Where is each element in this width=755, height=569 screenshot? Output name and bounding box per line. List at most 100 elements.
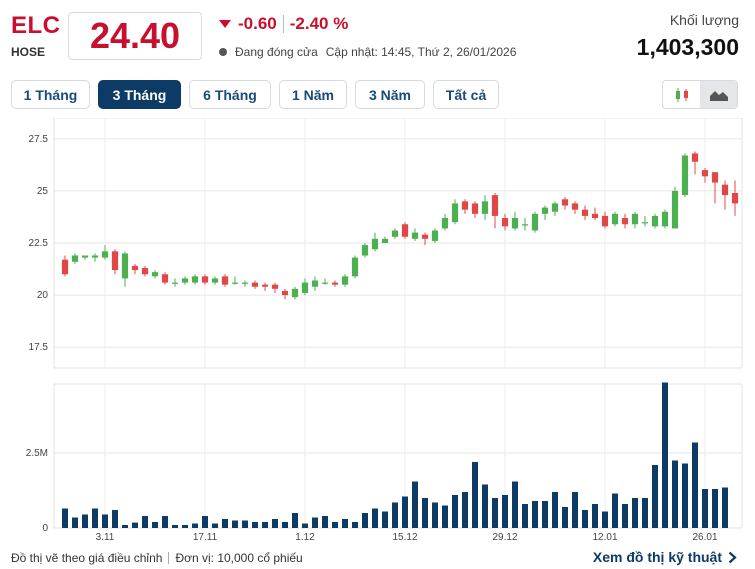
volume-bar: [552, 492, 558, 528]
candle: [341, 274, 349, 287]
volume-axis: 0 2.5M: [26, 448, 49, 534]
candle: [311, 276, 319, 291]
change-value: -0.60: [238, 14, 277, 33]
candle: [681, 153, 689, 198]
volume-bar: [242, 520, 248, 528]
candle: [91, 253, 99, 262]
candlestick-view-button[interactable]: [663, 81, 700, 108]
candle: [211, 276, 219, 285]
volume-bar: [252, 522, 258, 528]
volume-bar: [152, 522, 158, 528]
tab-6-months[interactable]: 6 Tháng: [189, 80, 271, 109]
volume-bar: [622, 504, 628, 528]
candle: [101, 245, 109, 260]
volume-bar: [82, 514, 88, 528]
candle: [251, 280, 259, 289]
candle: [731, 180, 739, 216]
date-tick-label: 12.01: [592, 532, 617, 543]
tab-1-month[interactable]: 1 Tháng: [11, 80, 90, 109]
volume-bar: [532, 501, 538, 528]
price-tick-label: 25: [37, 186, 49, 197]
tab-1-year[interactable]: 1 Năm: [279, 80, 347, 109]
candle: [581, 205, 589, 221]
candle: [131, 263, 139, 275]
candle: [531, 211, 539, 233]
candle: [661, 209, 669, 229]
candle: [81, 255, 89, 260]
candle: [221, 274, 229, 287]
technical-chart-link-label: Xem đồ thị kỹ thuật: [592, 549, 722, 565]
candle: [431, 228, 439, 243]
candle: [711, 172, 719, 204]
candle: [201, 274, 209, 285]
volume-bar: [562, 507, 568, 528]
candlestick-icon: [675, 87, 688, 102]
date-tick-label: 29.12: [492, 532, 517, 543]
volume-bar: [202, 516, 208, 528]
volume-bar: [162, 516, 168, 528]
candle: [141, 265, 149, 277]
volume-bar: [142, 516, 148, 528]
note-divider: [168, 552, 170, 564]
exchange-label: HOSE: [11, 45, 46, 59]
volume-bar: [592, 504, 598, 528]
volume-bar: [702, 489, 708, 528]
volume-bar: [362, 513, 368, 528]
date-tick-label: 15.12: [392, 532, 417, 543]
volume-bar: [402, 496, 408, 528]
volume-bar: [112, 510, 118, 528]
tab-all[interactable]: Tất cả: [433, 80, 499, 109]
volume-bar: [122, 525, 128, 528]
volume-bar: [502, 495, 508, 528]
volume-series: [62, 382, 728, 528]
update-time: Cập nhật: 14:45, Thứ 2, 26/01/2026: [325, 45, 517, 59]
candle: [501, 213, 509, 231]
area-chart-icon: [709, 90, 728, 101]
volume-bar: [672, 460, 678, 528]
candle: [461, 199, 469, 214]
tab-3-months[interactable]: 3 Tháng: [98, 80, 181, 109]
status-text: Đang đóng cửa: [235, 45, 318, 59]
candle: [381, 236, 389, 243]
chart-view-toggle: [662, 80, 738, 109]
area-view-button[interactable]: [700, 81, 737, 108]
volume-bar: [542, 501, 548, 528]
technical-chart-link[interactable]: Xem đồ thị kỹ thuật: [593, 549, 737, 565]
candle: [591, 207, 599, 221]
price-box: 24.40: [68, 12, 202, 60]
volume-bar: [482, 484, 488, 528]
candle: [551, 201, 559, 216]
price-tick-label: 20: [37, 290, 49, 301]
volume-bar: [712, 489, 718, 528]
volume-bar: [282, 522, 288, 528]
candle: [481, 195, 489, 221]
price-grid: [53, 118, 743, 369]
candle: [621, 213, 629, 229]
volume-bar: [272, 519, 278, 528]
triangle-down-icon: [219, 20, 231, 28]
date-tick-label: 1.12: [295, 532, 315, 543]
tab-3-years[interactable]: 3 Năm: [355, 80, 425, 109]
candle: [471, 201, 479, 218]
date-tick-label: 17.11: [193, 532, 218, 543]
change-percent: -2.40 %: [289, 14, 349, 33]
volume-bar: [332, 522, 338, 528]
volume-tick-label: 2.5M: [26, 448, 48, 459]
volume-bar: [262, 522, 268, 528]
candle: [361, 243, 369, 258]
volume-bar: [232, 520, 238, 528]
volume-grid: [53, 383, 743, 529]
candle: [111, 249, 119, 275]
candle: [391, 228, 399, 239]
candle: [61, 255, 69, 277]
volume-bar: [452, 495, 458, 528]
date-tick-label: 26.01: [692, 532, 717, 543]
candle: [331, 280, 339, 287]
candle: [71, 253, 79, 264]
price-volume-chart[interactable]: 17.5 20 22.5 25 27.5 0 2.5M 3.11 17.11 1.12 15.1…: [0, 118, 755, 546]
date-axis: 3.11 17.11 1.12 15.12 29.12 12.01 26.01: [96, 532, 718, 543]
candle: [721, 180, 729, 210]
volume-bar: [642, 498, 648, 528]
candle: [571, 201, 579, 214]
volume-bar: [312, 517, 318, 528]
